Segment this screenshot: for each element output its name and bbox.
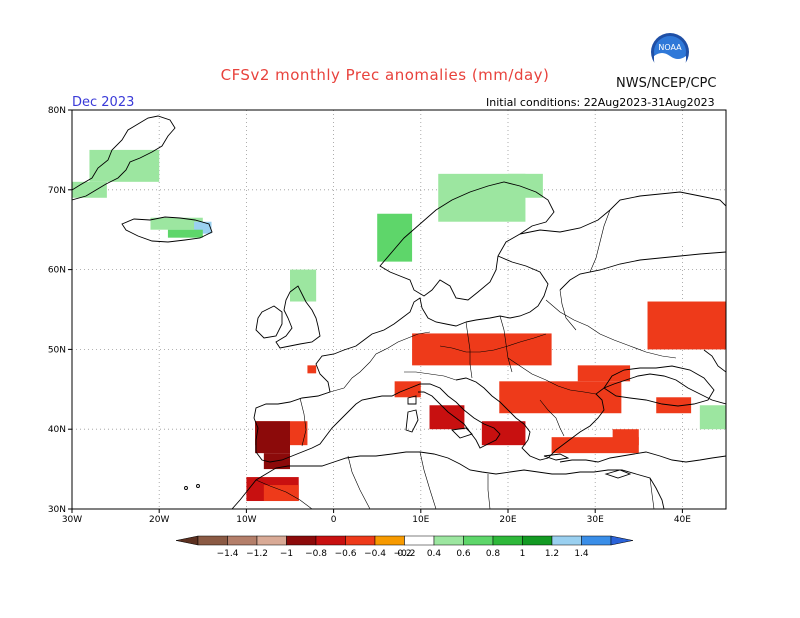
plot-frame: [71, 109, 727, 510]
colorbar-label: −0.6: [335, 549, 357, 559]
anomaly-cell: [89, 149, 160, 182]
anomaly-cell: [499, 381, 622, 414]
colorbar-swatch: [522, 535, 553, 546]
colorbar-label: 1.2: [545, 549, 559, 559]
colorbar-swatch: [227, 535, 258, 546]
colorbar-swatch: [551, 535, 582, 546]
anomaly-cell: [255, 421, 290, 454]
anomaly-cell: [647, 229, 718, 246]
colorbar-label: −0.2: [394, 549, 416, 559]
lat-tick-label: 40N: [48, 425, 66, 435]
colorbar-label: 1: [520, 549, 526, 559]
colorbar-label: −1.2: [246, 549, 268, 559]
anomaly-cell: [167, 229, 203, 238]
anomaly-cell: [115, 110, 151, 142]
anomaly-cell: [412, 333, 552, 366]
lon-tick-label: 10W: [236, 515, 256, 525]
lon-tick-label: 30E: [587, 515, 604, 525]
colorbar-label: 0.4: [427, 549, 442, 559]
colorbar-swatch: [433, 535, 464, 546]
lat-tick-label: 50N: [48, 345, 66, 355]
lat-tick-label: 80N: [48, 106, 66, 116]
lat-tick-label: 30N: [48, 505, 66, 515]
anomaly-cell: [255, 301, 273, 326]
colorbar-swatch: [463, 535, 494, 546]
colorbar-label: −1.4: [217, 549, 239, 559]
anomaly-cell: [307, 365, 317, 374]
colorbar-swatch: [492, 535, 523, 546]
colorbar-swatch: [581, 535, 612, 546]
colorbar-label: 0.6: [456, 549, 471, 559]
colorbar-label: −0.8: [305, 549, 327, 559]
colorbar-swatch: [315, 535, 346, 546]
anomaly-cell: [647, 301, 726, 350]
colorbar-under-arrow: [175, 535, 199, 546]
colorbar-swatch: [256, 535, 287, 546]
colorbar-swatch: [286, 535, 317, 546]
colorbar-label: 0.8: [486, 549, 501, 559]
anomaly-cell: [394, 437, 413, 462]
anomaly-cell: [72, 181, 107, 198]
colorbar-label: 0.2: [397, 549, 411, 559]
lat-tick-label: 60N: [48, 266, 66, 276]
anomaly-cell: [612, 429, 639, 446]
lon-tick-label: 10E: [412, 515, 429, 525]
colorbar-label: −0.4: [364, 549, 386, 559]
anomaly-cell: [342, 353, 404, 366]
anomaly-cell: [481, 421, 526, 446]
colorbar-label: 1.4: [574, 549, 589, 559]
lon-tick-label: 30W: [62, 515, 82, 525]
colorbar-swatch: [374, 535, 405, 546]
initial-conditions-label: Initial conditions: 22Aug2023-31Aug2023: [486, 96, 715, 109]
anomaly-cell: [551, 205, 578, 222]
colorbar-swatch: [197, 535, 228, 546]
anomaly-cell: [377, 213, 413, 262]
colorbar-over-arrow: [610, 535, 634, 546]
anomaly-cell: [525, 245, 596, 262]
anomaly-cell: [699, 405, 726, 430]
anomaly-cell: [577, 365, 631, 382]
lat-tick-label: 70N: [48, 186, 66, 196]
colorbar-label: −1: [280, 549, 293, 559]
anomaly-cells: [72, 110, 726, 502]
coastlines: [72, 115, 726, 509]
anomaly-cell: [508, 173, 543, 198]
lon-tick-label: 20W: [149, 515, 169, 525]
svg-text:NOAA: NOAA: [658, 43, 682, 52]
colorbar-swatch: [404, 535, 435, 546]
anomaly-cell: [150, 217, 203, 230]
lon-tick-label: 0: [331, 515, 337, 525]
anomaly-cell: [455, 429, 474, 446]
noaa-logo: NOAA: [651, 33, 689, 72]
chart-title: CFSv2 monthly Prec anomalies (mm/day): [220, 66, 550, 84]
lon-tick-label: 40E: [674, 515, 691, 525]
anomaly-cell: [263, 485, 299, 502]
lon-tick-label: 20E: [499, 515, 516, 525]
valid-month-label: Dec 2023: [72, 95, 135, 110]
colorbar-swatch: [345, 535, 376, 546]
colorbar: −1.4 −1.2 −1 −0.8 −0.6 −0.4 −0.20.2 0.4 0.6 0.8 1 1…: [175, 535, 634, 559]
axis-ticks: 30N 40N 50N 60N 70N 80N 30W 20W 10W 0 10E 20E 30E 40E: [48, 106, 691, 525]
anomaly-cell: [194, 221, 212, 234]
anomaly-cell: [429, 405, 465, 430]
agency-label: NWS/NCEP/CPC: [616, 76, 717, 91]
